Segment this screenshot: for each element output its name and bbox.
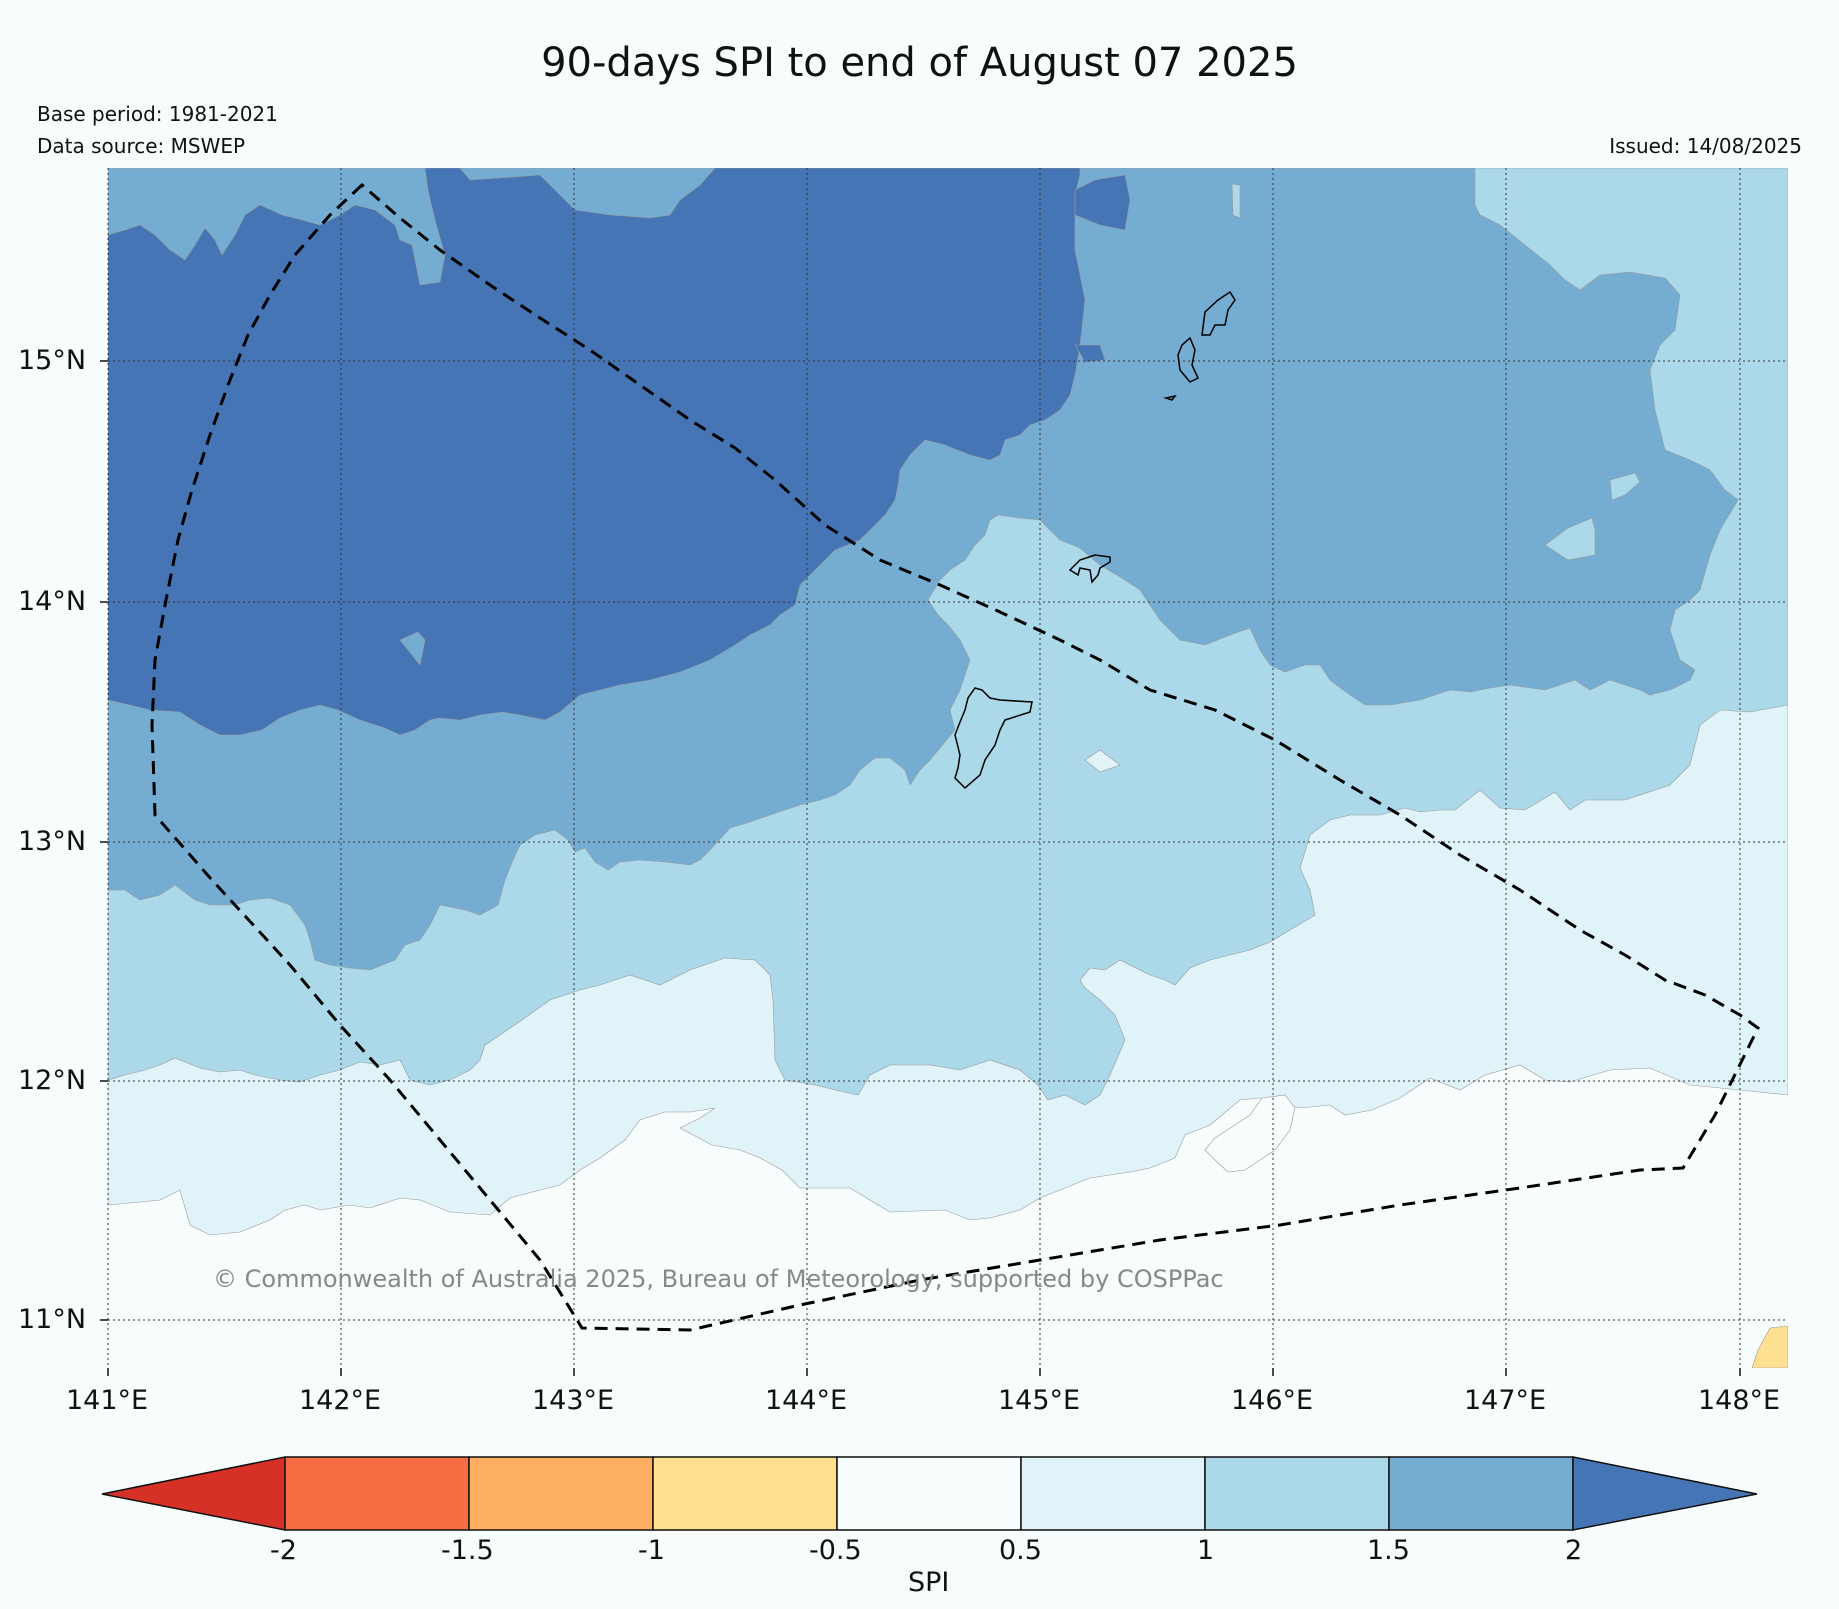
issued-date-label: Issued: 14/08/2025 bbox=[1609, 134, 1802, 158]
lat-label-13n: 13°N bbox=[18, 826, 87, 857]
lat-label-15n: 15°N bbox=[18, 345, 87, 376]
data-source-label: Data source: MSWEP bbox=[37, 134, 246, 158]
spi-wet-0.5-1-patch bbox=[1084, 749, 1121, 773]
colorbar-tick: -0.5 bbox=[809, 1535, 862, 1566]
colorbar-tick: 1.5 bbox=[1367, 1535, 1410, 1566]
colorbar-tick: -2 bbox=[270, 1535, 297, 1566]
colorbar-tick: -1 bbox=[638, 1535, 665, 1566]
colorbar-bin-7 bbox=[1388, 1456, 1574, 1531]
lon-label-143e: 143°E bbox=[532, 1385, 615, 1416]
colorbar-bin-3 bbox=[652, 1456, 838, 1531]
lat-label-14n: 14°N bbox=[18, 586, 87, 617]
spi-wet-gt-2-region bbox=[108, 168, 1086, 736]
spi-dry-0.5-1-patch bbox=[1751, 1325, 1788, 1368]
spi-wet-gt-2-patch bbox=[1074, 344, 1106, 363]
spi-wet-1.5-2-patch bbox=[399, 631, 426, 666]
colorbar-bin-2 bbox=[468, 1456, 654, 1531]
tinian-outline bbox=[1177, 336, 1199, 383]
colorbar-bin-6 bbox=[1204, 1456, 1390, 1531]
colorbar-tick: 1 bbox=[1197, 1535, 1215, 1566]
colorbar-tick: 2 bbox=[1565, 1535, 1583, 1566]
lon-label-144e: 144°E bbox=[765, 1385, 848, 1416]
guam-outline bbox=[954, 687, 1033, 790]
copyright-notice: © Commonwealth of Australia 2025, Bureau… bbox=[213, 1265, 1224, 1293]
map-gridlines bbox=[107, 168, 1788, 1368]
lon-label-141e: 141°E bbox=[66, 1385, 149, 1416]
colorbar-bin-1 bbox=[284, 1456, 470, 1531]
spi-wet-1-1.5-patch bbox=[1609, 472, 1641, 501]
lon-label-145e: 145°E bbox=[998, 1385, 1081, 1416]
rota-outline bbox=[1068, 554, 1111, 584]
spi-wet-gt-2-patch bbox=[1074, 174, 1131, 231]
islet-outline bbox=[1163, 394, 1177, 401]
lon-label-142e: 142°E bbox=[299, 1385, 382, 1416]
lon-label-147e: 147°E bbox=[1464, 1385, 1547, 1416]
colorbar-extend-low bbox=[101, 1456, 286, 1531]
map-title: 90-days SPI to end of August 07 2025 bbox=[541, 40, 1298, 86]
spi-contours bbox=[108, 168, 1788, 1368]
colorbar-tick: -1.5 bbox=[441, 1535, 494, 1566]
eez-boundary bbox=[150, 182, 1760, 1332]
base-period-label: Base period: 1981-2021 bbox=[37, 102, 278, 126]
spi-wet-1-1.5-patch bbox=[1231, 183, 1241, 219]
lat-label-11n: 11°N bbox=[18, 1304, 87, 1335]
colorbar-extend-high bbox=[1572, 1456, 1758, 1531]
colorbar-bin-5 bbox=[1020, 1456, 1206, 1531]
spi-wet-1-1.5-patch bbox=[1544, 517, 1596, 561]
colorbar-tick: 0.5 bbox=[999, 1535, 1042, 1566]
lon-label-146e: 146°E bbox=[1231, 1385, 1314, 1416]
map-ticks bbox=[100, 360, 1741, 1376]
lat-label-12n: 12°N bbox=[18, 1065, 87, 1096]
saipan-outline bbox=[1201, 290, 1236, 336]
spi-colorbar bbox=[101, 1456, 1758, 1531]
colorbar-label: SPI bbox=[908, 1567, 950, 1598]
island-outlines bbox=[954, 290, 1236, 790]
lon-label-148e: 148°E bbox=[1698, 1385, 1781, 1416]
colorbar-bin-4 bbox=[836, 1456, 1022, 1531]
